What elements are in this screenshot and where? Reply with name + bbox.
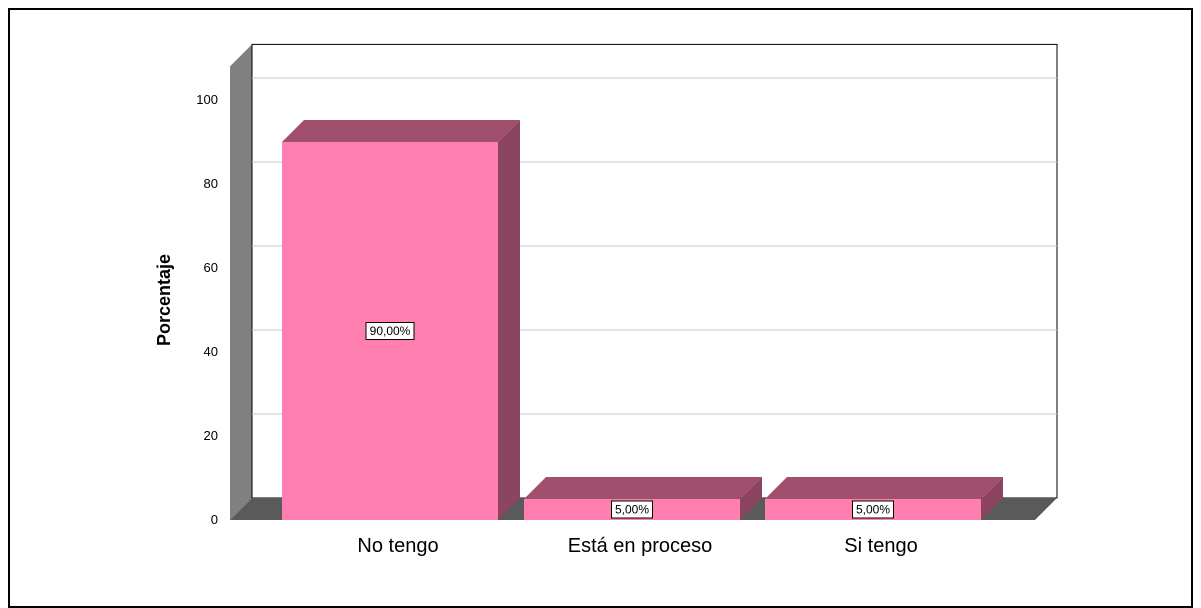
x-category-label: No tengo xyxy=(357,535,438,557)
left-wall xyxy=(230,44,252,521)
bar-side xyxy=(498,120,520,520)
y-tick-label: 80 xyxy=(204,176,218,191)
bar-chart: 0 20 40 60 80 100 90,00% 5,00% 5,00% No tengo Es… xyxy=(154,43,1058,557)
y-tick-label: 40 xyxy=(204,344,218,359)
data-label: 90,00% xyxy=(370,324,411,338)
bar-side xyxy=(981,477,1003,520)
data-label-box xyxy=(611,500,653,519)
bar-top xyxy=(524,477,762,499)
y-tick-label: 0 xyxy=(211,512,218,527)
x-category-label: Está en proceso xyxy=(568,535,713,557)
bar-side xyxy=(740,477,762,520)
data-label-box xyxy=(365,322,415,340)
y-axis-title: Porcentaje xyxy=(154,254,174,346)
y-tick-label: 100 xyxy=(196,92,218,107)
y-tick-label: 60 xyxy=(204,260,218,275)
y-tick-label: 20 xyxy=(204,428,218,443)
bar-top xyxy=(282,120,520,142)
bar-top xyxy=(765,477,1003,499)
y-axis-ticks: 0 20 40 60 80 100 xyxy=(196,92,218,527)
data-label: 5,00% xyxy=(856,503,890,517)
x-category-label: Si tengo xyxy=(844,535,917,557)
data-label: 5,00% xyxy=(615,503,649,517)
x-axis-labels: No tengo Está en proceso Si tengo xyxy=(357,535,917,557)
bars: 90,00% 5,00% 5,00% xyxy=(282,120,1003,520)
data-label-box xyxy=(852,500,894,519)
